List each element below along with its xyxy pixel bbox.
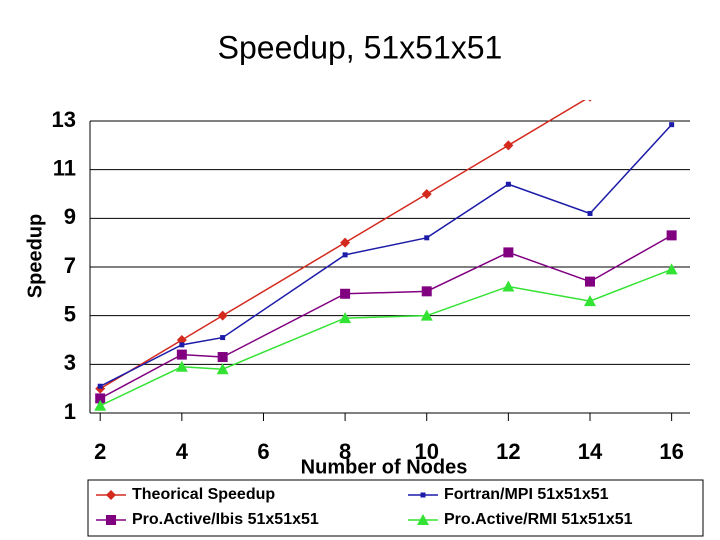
x-tick-label: 14 bbox=[578, 439, 603, 464]
x-tick-label: 12 bbox=[496, 439, 520, 464]
point bbox=[97, 383, 103, 389]
point bbox=[417, 514, 429, 525]
plot-area bbox=[94, 43, 678, 411]
point bbox=[505, 181, 511, 187]
y-tick-label: 7 bbox=[64, 253, 76, 278]
legend-label: Fortran/MPI 51x51x51 bbox=[444, 486, 609, 503]
point bbox=[339, 312, 352, 324]
y-axis-label: Speedup bbox=[24, 214, 46, 298]
x-tick-label: 4 bbox=[176, 439, 189, 464]
point bbox=[665, 263, 678, 275]
point bbox=[666, 230, 677, 241]
x-tick-label: 16 bbox=[659, 439, 683, 464]
point bbox=[503, 140, 514, 151]
point bbox=[179, 342, 185, 348]
y-tick-label: 5 bbox=[64, 301, 76, 326]
y-tick-label: 11 bbox=[53, 155, 76, 180]
point bbox=[342, 252, 348, 258]
series-line bbox=[99, 234, 673, 400]
legend-label: Theorical Speedup bbox=[132, 486, 275, 503]
point bbox=[584, 295, 596, 307]
point bbox=[220, 335, 226, 341]
legend-box bbox=[87, 479, 704, 537]
point bbox=[667, 43, 677, 53]
point bbox=[420, 309, 433, 321]
x-axis-label: Number of Nodes bbox=[301, 456, 468, 478]
point bbox=[217, 352, 228, 363]
point bbox=[588, 100, 592, 102]
point bbox=[502, 280, 515, 292]
x-tick-label: 6 bbox=[257, 439, 269, 464]
chart-title: Speedup, 51x51x51 bbox=[218, 29, 503, 65]
point bbox=[340, 237, 351, 248]
point bbox=[340, 288, 351, 299]
point bbox=[503, 247, 514, 258]
y-tick-label: 9 bbox=[64, 204, 76, 229]
point bbox=[421, 189, 432, 199]
point bbox=[587, 210, 593, 216]
point bbox=[669, 122, 675, 128]
point bbox=[216, 363, 229, 375]
point bbox=[175, 360, 188, 372]
x-tick-label: 2 bbox=[94, 439, 106, 464]
series-line bbox=[99, 100, 586, 390]
point bbox=[94, 399, 107, 411]
point bbox=[106, 515, 116, 525]
point bbox=[420, 492, 426, 498]
series-line bbox=[99, 268, 672, 407]
point bbox=[217, 310, 228, 321]
point bbox=[424, 235, 430, 241]
y-tick-label: 3 bbox=[64, 350, 76, 375]
legend-label: Pro.Active/Ibis 51x51x51 bbox=[132, 511, 319, 528]
point bbox=[585, 276, 595, 287]
legend-label: Pro.Active/RMI 51x51x51 bbox=[444, 511, 633, 528]
y-tick-label: 1 bbox=[64, 399, 76, 424]
point bbox=[106, 490, 116, 500]
x-tick-label: 10 bbox=[414, 439, 438, 464]
x-tick-label: 8 bbox=[339, 439, 351, 464]
point bbox=[95, 393, 106, 404]
point bbox=[421, 286, 432, 297]
series-line bbox=[99, 124, 673, 387]
y-tick-label: 13 bbox=[52, 107, 76, 132]
point bbox=[176, 349, 187, 360]
